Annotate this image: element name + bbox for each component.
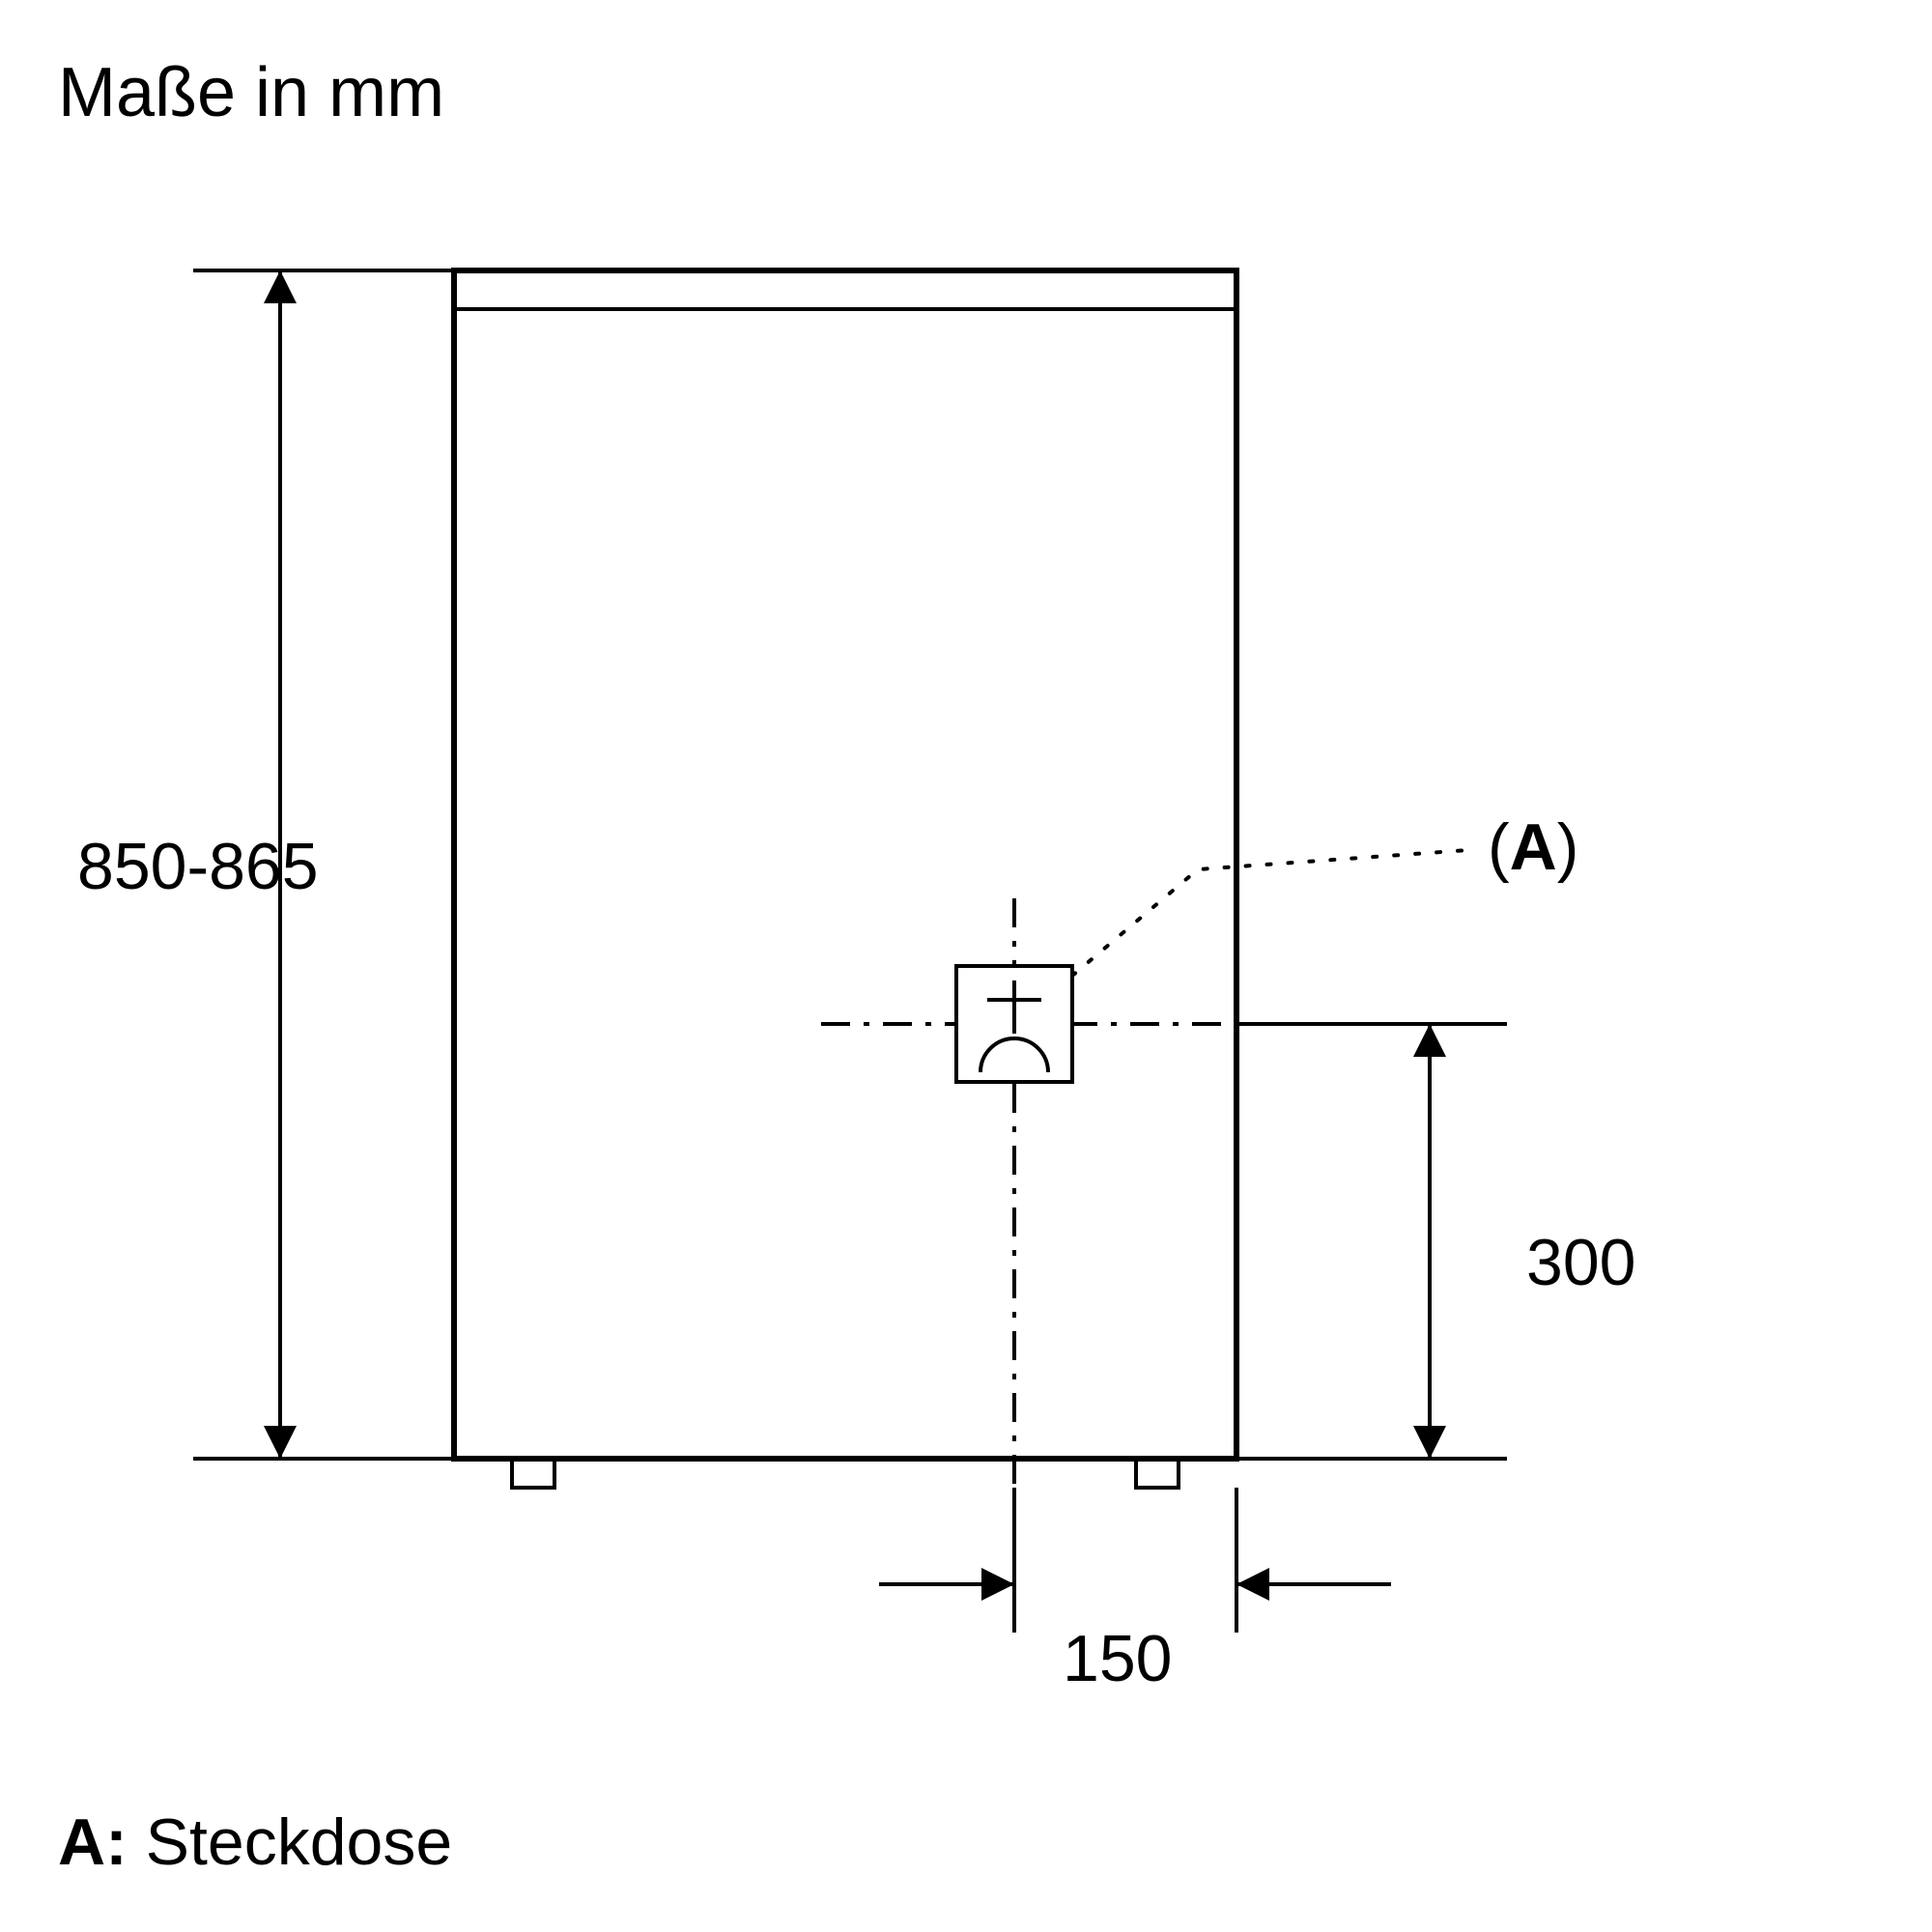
callout-A-label: (A) — [1488, 810, 1578, 884]
socket-symbol — [956, 966, 1072, 1082]
technical-drawing: Maße in mm 850-865 300 150 (A) A: Steckdose — [0, 0, 1932, 1932]
dim-150-label: 150 — [1063, 1622, 1172, 1695]
leader-dotted — [1072, 850, 1468, 976]
foot-2 — [1136, 1459, 1179, 1488]
diagram-title: Maße in mm — [58, 54, 444, 131]
dim-height-label: 850-865 — [77, 830, 319, 903]
legend: A: Steckdose — [58, 1805, 452, 1879]
appliance-outline — [454, 270, 1236, 1459]
foot-1 — [512, 1459, 554, 1488]
dim-300-label: 300 — [1526, 1226, 1635, 1299]
